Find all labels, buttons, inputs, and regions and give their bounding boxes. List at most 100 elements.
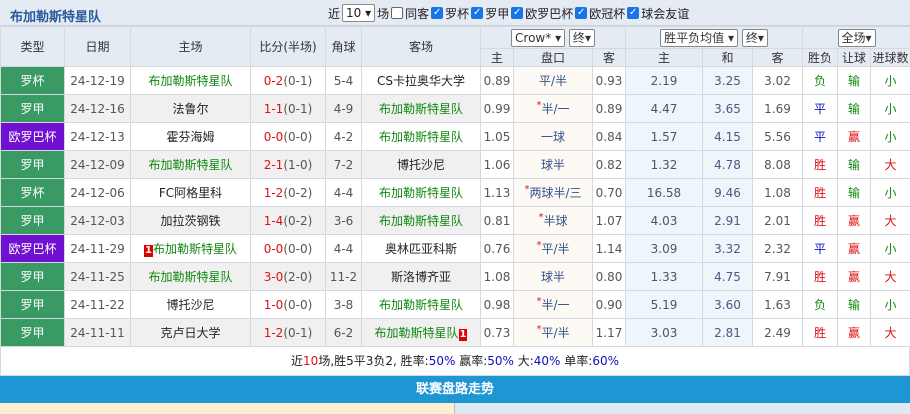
score[interactable]: 1-0(0-0) — [250, 290, 326, 319]
home-team[interactable]: 加拉茨钢铁 — [130, 206, 251, 235]
corners: 3-6 — [325, 206, 362, 235]
away-team[interactable]: 奥林匹亚科斯 — [361, 234, 481, 263]
competition-type[interactable]: 罗甲 — [0, 318, 65, 347]
score[interactable]: 0-0(0-0) — [250, 122, 326, 151]
score[interactable]: 0-2(0-1) — [250, 66, 326, 95]
final-select-2[interactable]: 终▾ — [741, 28, 768, 47]
result-over-under: 小 — [870, 66, 910, 95]
result-header: 全场▾ — [802, 26, 910, 49]
competition-checkbox[interactable]: ✓ — [511, 7, 524, 19]
home-team-name: 霍芬海姆 — [166, 130, 215, 144]
half-time-score: (0-2) — [283, 213, 313, 228]
away-team[interactable]: 布加勒斯特星队 — [361, 94, 481, 123]
away-team[interactable]: 斯洛博齐亚 — [361, 262, 481, 291]
home-team[interactable]: 博托沙尼 — [130, 290, 251, 319]
match-row[interactable]: 罗甲 24-11-11 克卢日大学 1-2(0-1) 6-2 布加勒斯特星队1 … — [0, 318, 910, 347]
away-water: 0.90 — [592, 290, 626, 319]
match-row[interactable]: 罗甲 24-12-16 法鲁尔 1-1(0-1) 4-9 布加勒斯特星队 0.9… — [0, 94, 910, 123]
company-select[interactable]: Crow* ▾ — [511, 28, 566, 47]
euro-home: 3.09 — [625, 234, 703, 263]
euro-draw: 3.32 — [702, 234, 753, 263]
competition-type[interactable]: 罗杯 — [0, 66, 65, 95]
home-team[interactable]: 布加勒斯特星队 — [130, 262, 251, 291]
competition-type[interactable]: 罗杯 — [0, 178, 65, 207]
away-team[interactable]: CS卡拉奥华大学 — [361, 66, 481, 95]
away-team-name: 布加勒斯特星队 — [378, 102, 463, 116]
match-count-select[interactable]: 10 ▾ — [342, 4, 376, 22]
euro-home: 16.58 — [625, 178, 703, 207]
competition-type[interactable]: 罗甲 — [0, 262, 65, 291]
competition-checkbox[interactable]: ✓ — [627, 7, 640, 19]
away-water: 0.89 — [592, 94, 626, 123]
result-over-under: 小 — [870, 94, 910, 123]
home-team[interactable]: FC阿格里科 — [130, 178, 251, 207]
competition-checkbox[interactable]: ✓ — [471, 7, 484, 19]
corners: 11-2 — [325, 262, 362, 291]
star-mark: * — [536, 324, 542, 335]
competition-type[interactable]: 罗甲 — [0, 290, 65, 319]
competition-checkbox[interactable]: ✓ — [431, 7, 444, 19]
match-row[interactable]: 欧罗巴杯 24-12-13 霍芬海姆 0-0(0-0) 4-2 布加勒斯特星队 … — [0, 122, 910, 151]
final-value-1: 终 — [572, 30, 585, 45]
competition-label: 罗杯 — [445, 6, 470, 21]
away-team[interactable]: 布加勒斯特星队 — [361, 122, 481, 151]
match-row[interactable]: 欧罗巴杯 24-11-29 1布加勒斯特星队 0-0(0-0) 4-4 奥林匹亚… — [0, 234, 910, 263]
match-row[interactable]: 罗甲 24-12-09 布加勒斯特星队 2-1(1-0) 7-2 博托沙尼 1.… — [0, 150, 910, 179]
score[interactable]: 0-0(0-0) — [250, 234, 326, 263]
range-select[interactable]: 全场▾ — [837, 28, 876, 47]
competition-type[interactable]: 罗甲 — [0, 150, 65, 179]
away-team[interactable]: 布加勒斯特星队 — [361, 206, 481, 235]
corners: 7-2 — [325, 150, 362, 179]
home-water: 0.76 — [480, 234, 514, 263]
summary: 近10场,胜5平3负2, 胜率:50% 赢率:50% 大:40% 单率:60% — [0, 347, 910, 376]
near-label: 近 — [328, 6, 341, 21]
star-mark: * — [536, 296, 542, 307]
score[interactable]: 3-0(2-0) — [250, 262, 326, 291]
away-team[interactable]: 博托沙尼 — [361, 150, 481, 179]
match-row[interactable]: 罗甲 24-11-25 布加勒斯特星队 3-0(2-0) 11-2 斯洛博齐亚 … — [0, 262, 910, 291]
euro-home: 5.19 — [625, 290, 703, 319]
result-handicap: 输 — [837, 178, 872, 207]
company-value: Crow* — [515, 30, 552, 45]
competition-checkbox[interactable]: ✓ — [575, 7, 588, 19]
home-team[interactable]: 法鲁尔 — [130, 94, 251, 123]
away-team[interactable]: 布加勒斯特星队 — [361, 290, 481, 319]
euro-away: 2.32 — [751, 234, 804, 263]
euro-away: 1.69 — [751, 94, 804, 123]
home-team[interactable]: 布加勒斯特星队 — [130, 150, 251, 179]
match-row[interactable]: 罗杯 24-12-06 FC阿格里科 1-2(0-2) 4-4 布加勒斯特星队 … — [0, 178, 910, 207]
euro-home: 2.19 — [625, 66, 703, 95]
match-row[interactable]: 罗杯 24-12-19 布加勒斯特星队 0-2(0-1) 5-4 CS卡拉奥华大… — [0, 66, 910, 95]
final-select-1[interactable]: 终▾ — [568, 28, 595, 47]
score[interactable]: 1-1(0-1) — [250, 94, 326, 123]
col-date: 日期 — [64, 26, 131, 67]
score[interactable]: 2-1(1-0) — [250, 150, 326, 179]
euro-home: 1.32 — [625, 150, 703, 179]
match-row[interactable]: 罗甲 24-12-03 加拉茨钢铁 1-4(0-2) 3-6 布加勒斯特星队 0… — [0, 206, 910, 235]
score[interactable]: 1-2(0-2) — [250, 178, 326, 207]
full-time-score: 1-2 — [263, 325, 284, 340]
score[interactable]: 1-2(0-1) — [250, 318, 326, 347]
away-team[interactable]: 布加勒斯特星队 — [361, 178, 481, 207]
score[interactable]: 1-4(0-2) — [250, 206, 326, 235]
odds-select[interactable]: 胜平负均值 ▾ — [660, 28, 738, 47]
home-team-name: 布加勒斯特星队 — [152, 242, 237, 256]
home-team[interactable]: 1布加勒斯特星队 — [130, 234, 251, 263]
euro-home: 4.03 — [625, 206, 703, 235]
away-team[interactable]: 布加勒斯特星队1 — [361, 318, 481, 347]
full-time-score: 0-0 — [263, 129, 284, 144]
competition-type[interactable]: 罗甲 — [0, 206, 65, 235]
competition-type[interactable]: 欧罗巴杯 — [0, 234, 65, 263]
home-team-name: 克卢日大学 — [160, 326, 221, 340]
handicap-line-text: 半/一 — [541, 102, 570, 116]
competition-type[interactable]: 欧罗巴杯 — [0, 122, 65, 151]
home-team[interactable]: 霍芬海姆 — [130, 122, 251, 151]
match-row[interactable]: 罗甲 24-11-22 博托沙尼 1-0(0-0) 3-8 布加勒斯特星队 0.… — [0, 290, 910, 319]
home-team[interactable]: 克卢日大学 — [130, 318, 251, 347]
same-host-checkbox[interactable] — [391, 7, 404, 19]
filters: 近 10 ▾ 场 同客 ✓ 罗杯 ✓ 罗甲 ✓ 欧罗巴杯 ✓ 欧冠杯 ✓ 球会友谊 — [328, 4, 689, 22]
home-team[interactable]: 布加勒斯特星队 — [130, 66, 251, 95]
competition-type[interactable]: 罗甲 — [0, 94, 65, 123]
competition-label: 球会友谊 — [641, 6, 690, 21]
handicap-line: 平/半 — [513, 66, 593, 95]
